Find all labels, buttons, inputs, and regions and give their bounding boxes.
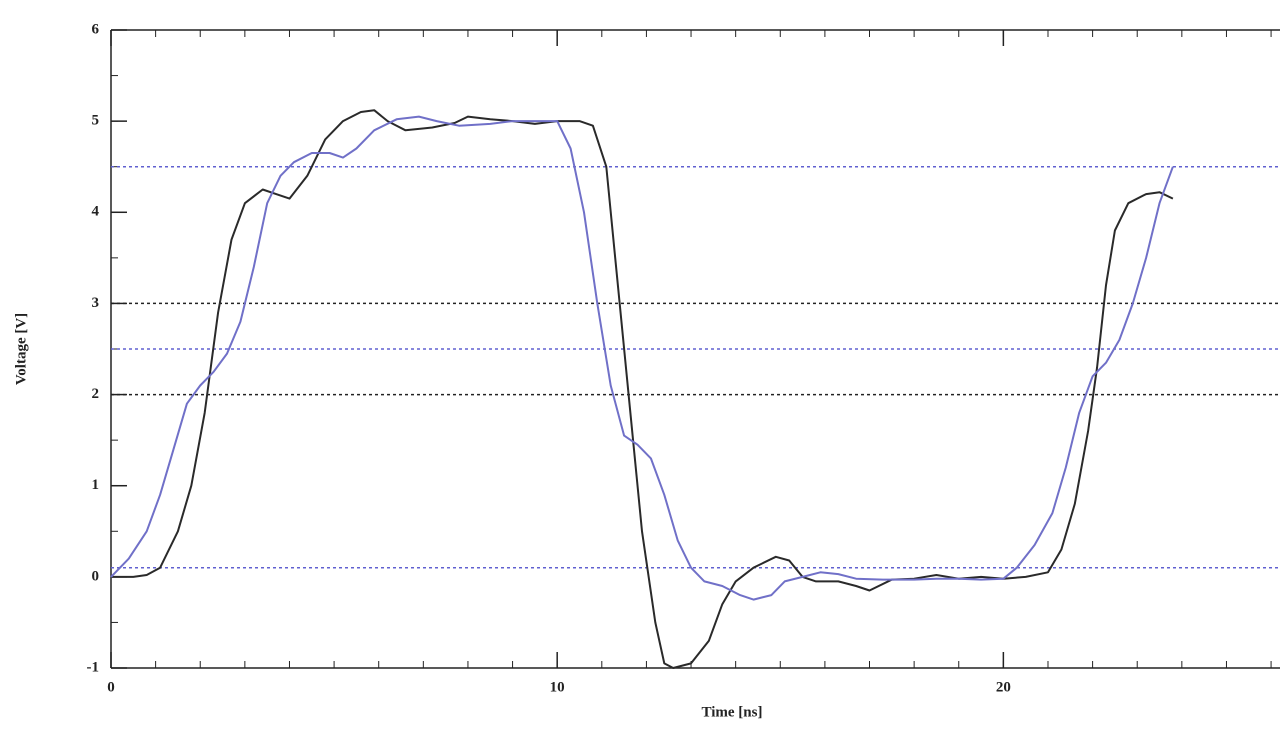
y-tick-label: 1 [92,477,100,493]
x-tick-label: 20 [996,679,1011,695]
y-tick-label: -1 [87,659,100,675]
x-axis-label: Time [ns] [702,704,763,720]
series-line [111,109,1174,669]
x-tick-label: 0 [107,679,115,695]
series-line [110,115,1174,601]
y-tick-label: 5 [92,113,100,129]
y-tick-label: 0 [92,568,100,584]
x-tick-label: 10 [550,679,565,695]
y-axis-label: Voltage [V] [13,313,29,385]
y-tick-label: 4 [92,204,100,220]
y-tick-label: 6 [92,21,100,37]
y-tick-label: 2 [92,386,100,402]
y-tick-label: 3 [92,295,100,311]
